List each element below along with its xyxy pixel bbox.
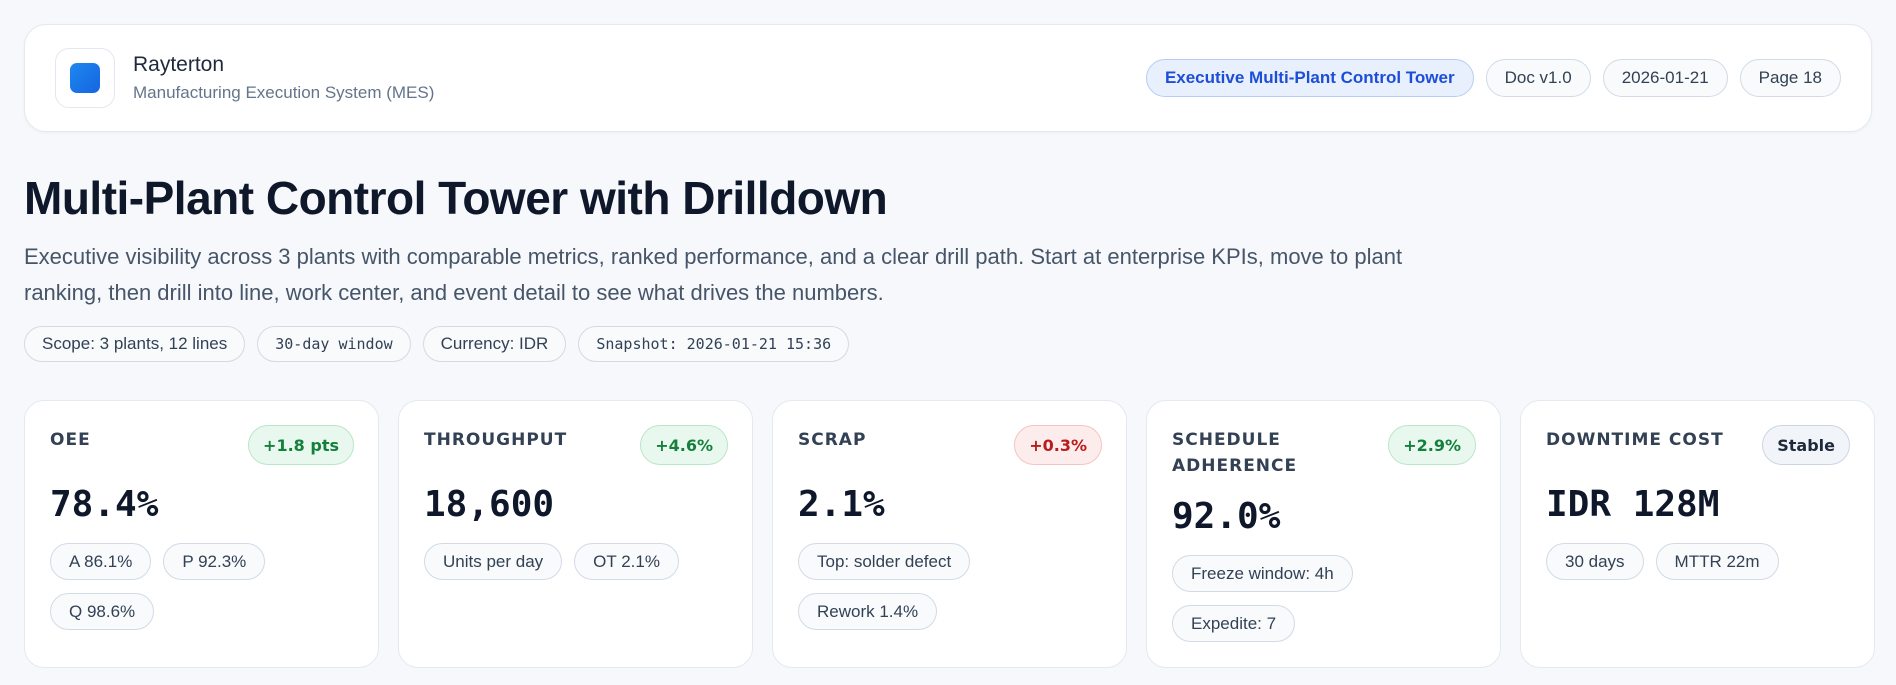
window-chip[interactable]: 30-day window — [257, 326, 411, 362]
kpi-delta-badge: +0.3% — [1014, 425, 1102, 465]
kpi-tag: Rework 1.4% — [798, 593, 938, 630]
kpi-tag: Units per day — [424, 543, 563, 580]
kpi-delta-badge: +1.8 pts — [248, 425, 354, 465]
kpi-card-downtime-cost[interactable]: DOWNTIME COST Stable IDR 128M 30 days MT… — [1520, 400, 1875, 668]
kpi-tag: MTTR 22m — [1655, 543, 1779, 580]
app-subtitle: Manufacturing Execution System (MES) — [133, 83, 435, 102]
scope-chip[interactable]: Scope: 3 plants, 12 lines — [24, 326, 246, 362]
kpi-tag: Freeze window: 4h — [1172, 555, 1353, 592]
kpi-delta-badge: Stable — [1762, 425, 1850, 465]
snapshot-chip: Snapshot: 2026-01-21 15:36 — [578, 326, 850, 362]
kpi-value: 92.0% — [1172, 496, 1281, 537]
page-title: Multi-Plant Control Tower with Drilldown — [24, 172, 888, 224]
page-description: Executive visibility across 3 plants wit… — [24, 244, 1403, 305]
kpi-tag: Q 98.6% — [50, 593, 155, 630]
kpi-tag: A 86.1% — [50, 543, 152, 580]
kpi-value: IDR 128M — [1546, 484, 1720, 525]
kpi-tag: 30 days — [1546, 543, 1644, 580]
kpi-tag: Top: solder defect — [798, 543, 971, 580]
kpi-cards: OEE +1.8 pts 78.4% A 86.1% P 92.3% Q 98.… — [24, 400, 1875, 668]
kpi-card-oee[interactable]: OEE +1.8 pts 78.4% A 86.1% P 92.3% Q 98.… — [24, 400, 379, 668]
kpi-delta-badge: +4.6% — [640, 425, 728, 465]
app-name: Rayterton — [133, 53, 225, 76]
kpi-tag: OT 2.1% — [574, 543, 679, 580]
kpi-tag: P 92.3% — [163, 543, 266, 580]
header-pills: Executive Multi-Plant Control Tower Doc … — [1145, 59, 1841, 97]
kpi-label: OEE — [50, 430, 91, 450]
rounded-square-logo-icon — [70, 63, 100, 93]
kpi-value: 2.1% — [798, 484, 885, 525]
kpi-value: 78.4% — [50, 484, 159, 525]
app-header: Rayterton Manufacturing Execution System… — [24, 24, 1872, 132]
kpi-value: 18,600 — [424, 484, 555, 525]
page-number-pill: Page 18 — [1739, 59, 1841, 97]
currency-chip[interactable]: Currency: IDR — [422, 326, 567, 362]
kpi-label: THROUGHPUT — [424, 430, 568, 450]
brand-block: Rayterton Manufacturing Execution System… — [133, 51, 434, 105]
view-pill[interactable]: Executive Multi-Plant Control Tower — [1145, 59, 1474, 97]
kpi-card-throughput[interactable]: THROUGHPUT +4.6% 18,600 Units per day OT… — [398, 400, 753, 668]
doc-version-pill: Doc v1.0 — [1485, 59, 1591, 97]
kpi-tag: Expedite: 7 — [1172, 605, 1296, 642]
kpi-label: DOWNTIME COST — [1546, 430, 1724, 450]
kpi-label: SCHEDULE ADHERENCE — [1172, 430, 1298, 476]
kpi-delta-badge: +2.9% — [1388, 425, 1476, 465]
doc-date-pill: 2026-01-21 — [1602, 59, 1728, 97]
kpi-card-schedule-adherence[interactable]: SCHEDULE ADHERENCE +2.9% 92.0% Freeze wi… — [1146, 400, 1501, 668]
context-chips: Scope: 3 plants, 12 lines 30-day window … — [24, 326, 850, 362]
logo — [55, 48, 115, 108]
kpi-card-scrap[interactable]: SCRAP +0.3% 2.1% Top: solder defect Rewo… — [772, 400, 1127, 668]
kpi-label: SCRAP — [798, 430, 867, 450]
